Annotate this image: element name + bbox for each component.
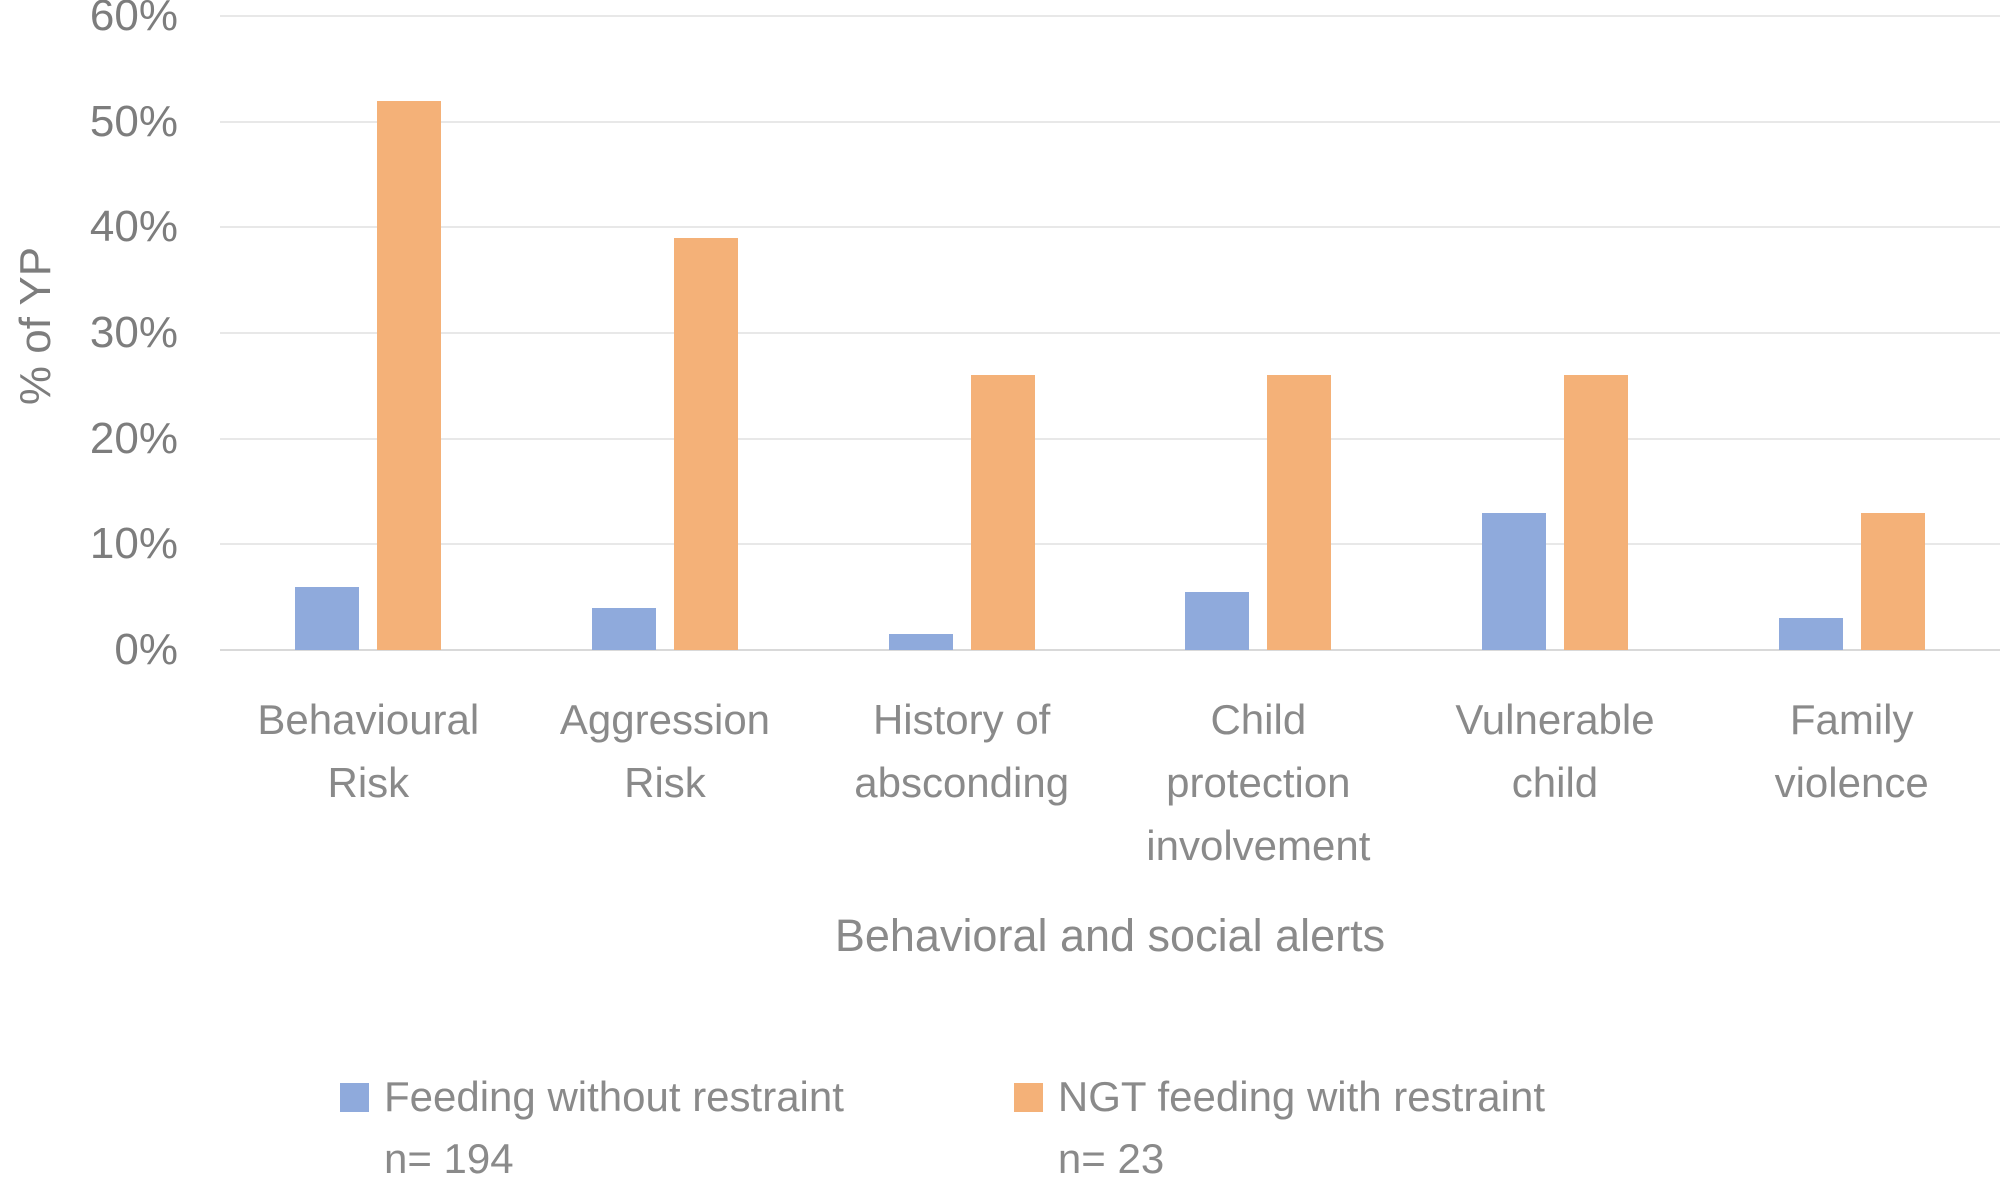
category-label: Aggression Risk <box>559 696 771 806</box>
x-axis-title: Behavioral and social alerts <box>834 910 1386 961</box>
x-axis-line <box>220 649 2000 651</box>
bar-group <box>1110 16 1407 650</box>
bar-series1-cat4 <box>1185 591 1250 650</box>
bar-series1-cat5 <box>1481 512 1546 650</box>
bar-series1-cat6 <box>1778 618 1843 650</box>
bar-series1-cat3 <box>888 634 953 650</box>
gridline <box>220 15 2000 17</box>
bar-series1-cat2 <box>591 607 656 650</box>
gridline <box>220 543 2000 546</box>
category-label: Family violence <box>1774 696 1929 806</box>
bar-group <box>220 16 517 650</box>
bar-group <box>517 16 814 650</box>
legend-swatch <box>340 1083 369 1112</box>
gridline <box>220 332 2000 334</box>
y-tick-label: 0% <box>114 625 178 674</box>
bar-group <box>1407 16 1704 650</box>
y-tick-label: 30% <box>89 308 178 357</box>
bar-series1-cat1 <box>295 586 360 650</box>
legend: Feeding without restraint n= 194 NGT feedi… <box>340 1066 1545 1185</box>
bar-series2-cat4 <box>1267 375 1332 650</box>
legend-swatch <box>1013 1083 1043 1112</box>
gridline <box>220 437 2000 440</box>
bar-series2-cat2 <box>673 237 738 650</box>
legend-label: Feeding without restraint n= 194 <box>384 1073 844 1182</box>
bar-group <box>813 16 1110 650</box>
legend-label: NGT feeding with restraint n= 23 <box>1057 1073 1546 1182</box>
bar-group <box>1703 16 2000 650</box>
y-axis-tick-labels: 0% 10% 20% 30% 40% 50% 60% <box>0 0 178 672</box>
x-axis-category-labels: Behavioural Risk Aggression Risk History o… <box>220 688 2000 888</box>
bar-series2-cat5 <box>1563 375 1628 650</box>
bar-series2-cat3 <box>970 375 1035 650</box>
gridline <box>220 120 2000 123</box>
bar-series2-cat6 <box>1860 512 1925 650</box>
plot-area <box>220 15 2000 651</box>
y-tick-label: 40% <box>89 202 178 252</box>
category-label: Behavioural Risk <box>257 696 480 806</box>
y-tick-label: 60% <box>89 0 178 40</box>
gridline <box>220 226 2000 229</box>
legend-entry: Feeding without restraint n= 194 <box>340 1066 844 1185</box>
category-label: History of absconding <box>854 696 1070 806</box>
category-label: Child protection involvement <box>1146 696 1371 869</box>
y-tick-label: 10% <box>89 519 178 569</box>
y-tick-label: 50% <box>89 96 178 146</box>
bar-series2-cat1 <box>377 100 442 650</box>
category-label: Vulnerable child <box>1455 696 1655 806</box>
y-tick-label: 20% <box>89 413 178 463</box>
legend-entry: NGT feeding with restraint n= 23 <box>1013 1066 1546 1185</box>
